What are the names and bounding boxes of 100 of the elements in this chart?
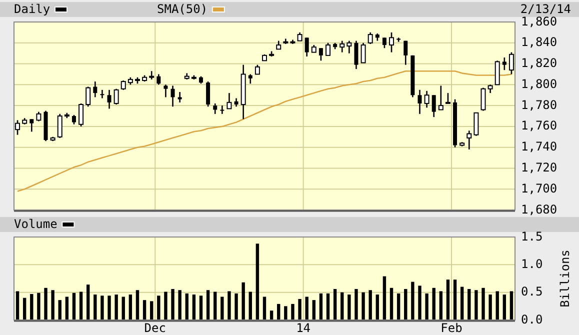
bar	[284, 306, 288, 320]
bar	[44, 288, 48, 320]
candlestick	[404, 40, 408, 66]
text: 2/13/14	[520, 2, 571, 16]
y-tick-label: 0.5	[521, 284, 543, 299]
bar	[100, 296, 104, 320]
candlestick	[36, 111, 42, 122]
candlestick	[156, 74, 161, 86]
bar	[220, 296, 224, 320]
bar	[348, 294, 351, 320]
bar	[354, 289, 358, 320]
bar	[214, 292, 217, 320]
bar	[30, 294, 34, 320]
candlestick	[445, 92, 450, 104]
candlestick	[93, 80, 98, 98]
bar	[79, 292, 83, 320]
candlestick	[326, 42, 331, 56]
bar	[248, 292, 252, 320]
bar	[396, 293, 400, 320]
candlestick	[254, 64, 260, 75]
bar	[502, 294, 506, 320]
bar	[136, 290, 140, 320]
candlestick	[57, 113, 62, 139]
bar	[199, 296, 203, 320]
bar	[446, 280, 450, 320]
y-tick-label: 1,700	[521, 181, 558, 196]
candlestick	[480, 87, 486, 112]
candlestick	[107, 89, 112, 110]
y-tick-label: 1,860	[521, 14, 558, 28]
candlestick	[418, 89, 422, 115]
bar	[326, 293, 330, 320]
bar	[432, 288, 436, 320]
bar	[185, 293, 188, 320]
bar	[122, 296, 125, 320]
bar	[488, 294, 492, 320]
bar	[192, 294, 196, 320]
bar	[390, 288, 394, 320]
y-tick-label: 1,720	[521, 160, 558, 175]
legend-label: Volume	[14, 217, 58, 231]
bar	[94, 294, 97, 320]
y-tick-label: 1.5	[521, 229, 543, 244]
candlestick	[502, 56, 506, 71]
y-tick-label: 1,800	[521, 76, 558, 91]
bar	[150, 301, 154, 320]
y-tick-label: 1.0	[521, 256, 543, 271]
candlestick	[432, 94, 436, 118]
y-tick-label: 1,760	[521, 118, 558, 133]
y-tick-label: 1,820	[521, 56, 558, 70]
bar	[333, 289, 337, 320]
y-tick-label: 1,840	[521, 35, 558, 50]
bar	[16, 291, 20, 320]
bar	[171, 289, 174, 320]
bar	[404, 289, 408, 320]
bar	[277, 304, 280, 320]
candlestick	[382, 37, 386, 49]
bar	[482, 288, 485, 320]
candlestick	[164, 84, 168, 98]
y-tick-label: 1,680	[521, 202, 558, 216]
legend-label: SMA(50)	[157, 2, 208, 16]
bar	[86, 284, 90, 320]
bar	[58, 300, 62, 320]
bar	[425, 293, 428, 320]
bar	[453, 280, 457, 320]
candlestick	[120, 80, 126, 91]
legend-label: Daily	[14, 2, 50, 16]
y-tick-label: 1,740	[521, 140, 558, 154]
candlestick	[30, 118, 34, 132]
bar	[157, 296, 160, 320]
bar	[114, 294, 118, 320]
candlestick	[226, 92, 232, 110]
bar	[270, 310, 274, 320]
bar	[262, 296, 266, 320]
bar	[368, 290, 372, 320]
y-tick-label: 1,780	[521, 98, 558, 112]
bar	[474, 290, 478, 320]
candlestick	[474, 112, 479, 136]
bar	[468, 289, 471, 320]
candlestick	[78, 102, 84, 128]
candlestick	[178, 91, 182, 104]
bar	[439, 291, 443, 320]
candlestick	[346, 40, 352, 54]
candlestick	[114, 88, 119, 106]
candlestick	[72, 114, 76, 126]
bar	[142, 300, 146, 320]
candlestick	[354, 40, 358, 70]
bar	[382, 276, 386, 320]
bar	[418, 286, 422, 320]
candlestick	[100, 89, 104, 99]
candlestick	[86, 86, 91, 108]
bar	[242, 282, 245, 320]
candlestick	[170, 85, 175, 108]
x-tick-label: Feb	[440, 321, 462, 335]
bar	[256, 244, 260, 320]
bar	[291, 304, 294, 320]
bar	[206, 290, 210, 320]
bar	[319, 293, 323, 320]
candlestick	[508, 52, 514, 75]
line-series	[16, 70, 512, 192]
candlestick	[318, 47, 323, 62]
candlestick	[213, 102, 218, 115]
